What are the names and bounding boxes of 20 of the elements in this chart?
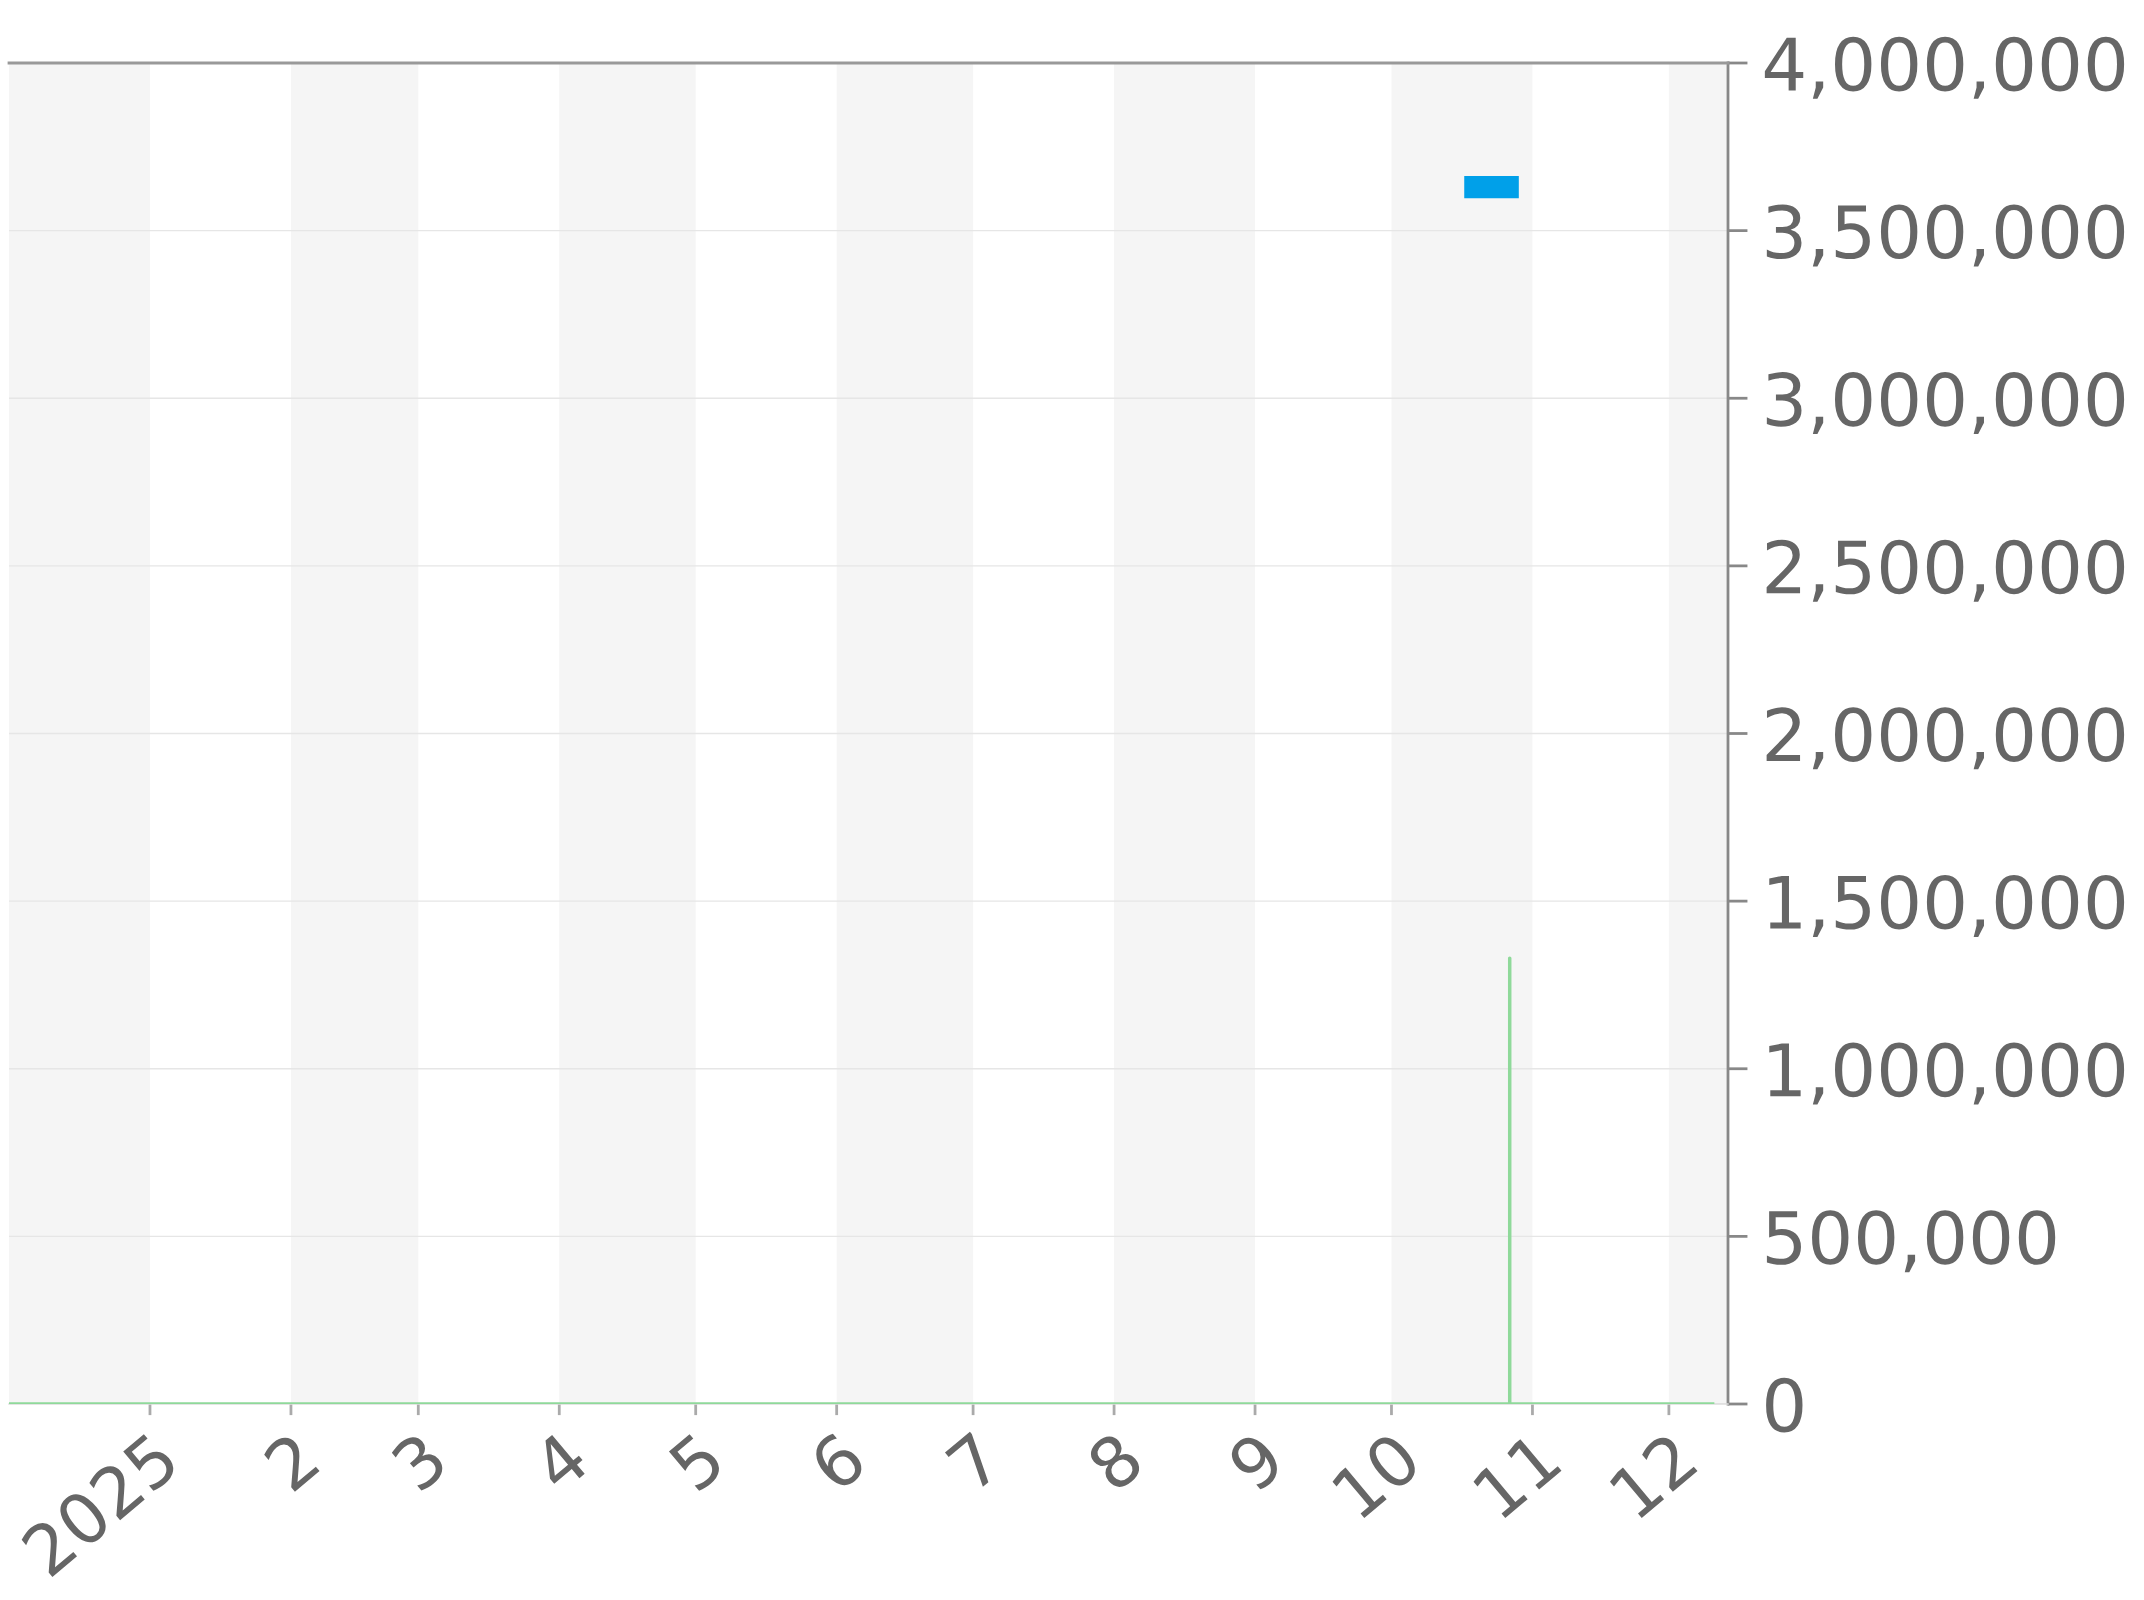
y-tick-label: 1,000,000 bbox=[1769, 1042, 2125, 1105]
y-tick-label: 0 bbox=[1766, 1377, 1803, 1433]
y-tick-label: 3,000,000 bbox=[1766, 372, 2125, 435]
x-tick-label: 3 bbox=[389, 1430, 449, 1493]
x-tick-label: 2 bbox=[261, 1431, 320, 1492]
x-tick-label: 11 bbox=[1471, 1431, 1562, 1519]
y-tick-label: 4,000,000 bbox=[1764, 36, 2125, 99]
x-tick-label: 4 bbox=[529, 1430, 591, 1493]
x-tick-label: 10 bbox=[1330, 1430, 1423, 1520]
x-tick-label: 6 bbox=[807, 1429, 868, 1493]
y-tick-label: 2,500,000 bbox=[1766, 539, 2125, 602]
y-tick-label: 3,500,000 bbox=[1766, 204, 2125, 267]
x-tick-label: 7 bbox=[944, 1431, 1003, 1492]
y-tick-label: 500,000 bbox=[1766, 1210, 2056, 1273]
x-tick-label: 12 bbox=[1607, 1431, 1698, 1519]
x-tick-label: 9 bbox=[1225, 1430, 1286, 1493]
x-tick-label: 5 bbox=[667, 1431, 726, 1493]
x-tick-label: 8 bbox=[1084, 1430, 1145, 1493]
y-tick-label: 2,000,000 bbox=[1766, 707, 2125, 770]
y-tick-label: 1,500,000 bbox=[1769, 874, 2125, 937]
